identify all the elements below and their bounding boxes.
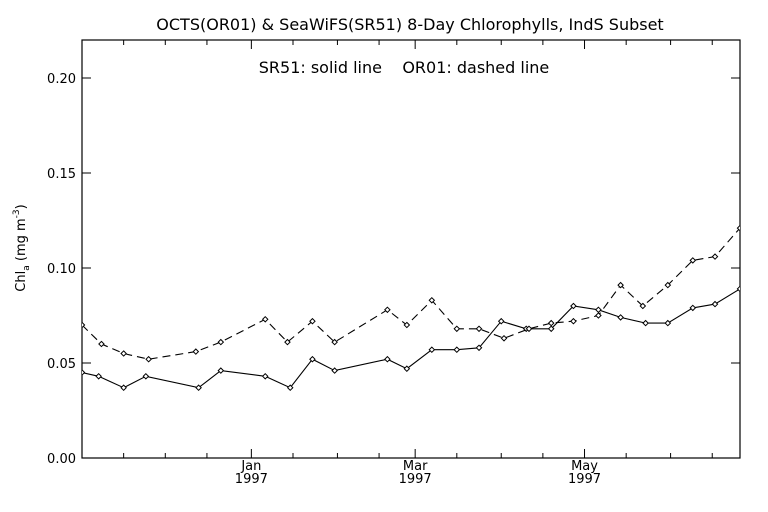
x-tick-year-label: 1997 <box>235 472 268 487</box>
y-axis-label-close: ) <box>14 204 29 209</box>
x-tick-year-label: 1997 <box>568 472 601 487</box>
data-point-sr51 <box>428 346 436 354</box>
axis-ticks: 0.000.050.100.150.20Jan1997Mar1997May199… <box>47 40 740 487</box>
data-point-or01 <box>453 325 461 333</box>
y-axis-label-subscript: a <box>22 265 32 271</box>
data-point-or01 <box>284 338 291 346</box>
plot-border <box>81 39 741 459</box>
data-point-sr51 <box>547 325 555 333</box>
data-point-or01 <box>428 296 436 304</box>
data-point-or01 <box>331 338 338 346</box>
data-point-sr51 <box>453 346 461 354</box>
y-axis-label-main: Chl <box>14 271 29 292</box>
data-point-or01 <box>757 235 762 240</box>
data-point-or01 <box>192 348 200 355</box>
data-point-or01 <box>261 315 269 323</box>
chart-title: OCTS(OR01) & SeaWiFS(SR51) 8-Day Chlorop… <box>156 15 663 34</box>
data-point-sr51 <box>757 302 762 307</box>
series-group <box>82 224 762 392</box>
data-point-or01 <box>595 312 602 319</box>
data-point-sr51 <box>331 367 338 374</box>
data-point-or01 <box>217 338 225 346</box>
data-point-or01 <box>309 317 316 325</box>
data-point-sr51 <box>689 304 697 312</box>
data-point-sr51 <box>95 372 102 380</box>
data-point-or01 <box>475 325 483 333</box>
x-tick-month-label: Jan <box>240 459 261 474</box>
series-or01 <box>82 224 762 363</box>
data-point-sr51 <box>195 384 202 392</box>
data-point-sr51 <box>711 300 719 308</box>
data-point-or01 <box>547 319 555 327</box>
data-point-or01 <box>145 355 152 363</box>
x-tick-month-label: May <box>571 459 598 474</box>
x-tick-month-label: Mar <box>403 459 428 474</box>
x-tick-year-label: 1997 <box>399 472 432 487</box>
data-point-sr51 <box>570 302 577 310</box>
data-point-sr51 <box>497 317 505 325</box>
plot-frame <box>81 39 741 459</box>
data-point-or01 <box>384 306 391 314</box>
data-point-sr51 <box>736 285 740 293</box>
data-point-or01 <box>617 281 624 289</box>
y-tick-label: 0.00 <box>47 452 76 467</box>
y-tick-label: 0.10 <box>47 262 76 277</box>
data-point-sr51 <box>261 372 269 380</box>
series-legend-annotation: SR51: solid line OR01: dashed line <box>259 58 550 77</box>
data-point-sr51 <box>475 344 483 352</box>
y-tick-label: 0.15 <box>47 167 76 182</box>
data-point-sr51 <box>120 384 127 392</box>
series-line-sr51 <box>82 288 740 389</box>
data-point-or01 <box>82 321 86 329</box>
data-point-or01 <box>570 317 577 325</box>
y-tick-label: 0.20 <box>47 72 76 87</box>
data-point-or01 <box>500 334 508 342</box>
y-axis-label-units-text: (mg m <box>14 218 29 261</box>
data-point-sr51 <box>286 384 294 392</box>
data-point-sr51 <box>82 369 86 376</box>
y-axis-label: Chla (mg m-3) <box>12 204 32 291</box>
data-point-or01 <box>120 350 127 357</box>
data-point-sr51 <box>642 319 649 327</box>
data-point-sr51 <box>403 365 411 373</box>
data-point-sr51 <box>595 306 602 314</box>
y-axis-label-exponent: -3 <box>12 209 22 218</box>
y-tick-label: 0.05 <box>47 357 76 372</box>
series-line-or01 <box>82 227 740 360</box>
data-point-or01 <box>403 321 411 329</box>
data-point-sr51 <box>309 355 316 363</box>
data-point-or01 <box>639 302 647 310</box>
data-point-sr51 <box>217 367 225 374</box>
series-sr51 <box>82 285 762 392</box>
data-point-or01 <box>98 340 105 348</box>
data-point-or01 <box>736 224 740 232</box>
data-point-sr51 <box>384 355 391 363</box>
data-point-or01 <box>664 281 672 289</box>
data-point-or01 <box>525 325 533 333</box>
data-point-or01 <box>711 253 719 260</box>
data-point-sr51 <box>142 372 150 380</box>
data-point-sr51 <box>664 319 672 327</box>
data-point-sr51 <box>617 314 624 321</box>
data-point-or01 <box>689 257 697 264</box>
